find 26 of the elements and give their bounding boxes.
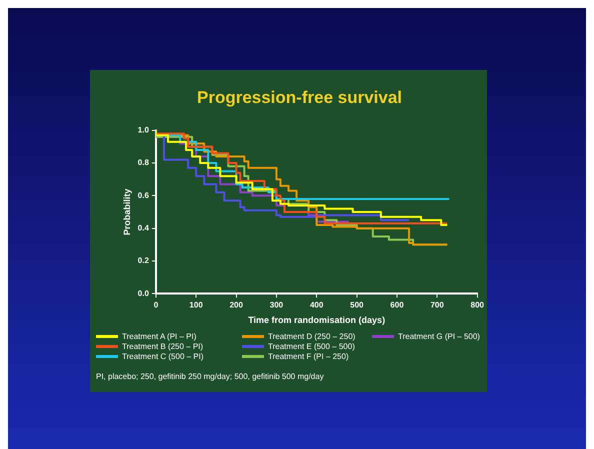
- y-tick-label: 0.2: [138, 256, 150, 266]
- legend-label: Treatment A (PI – PI): [121, 332, 198, 342]
- y-tick-label: 0.4: [138, 224, 150, 233]
- chart-title: Progression-free survival: [196, 88, 402, 107]
- legend-label: Treatment E (500 – 500): [267, 342, 356, 352]
- x-tick-label: 700: [430, 300, 444, 310]
- legend-label: Treatment D (250 – 250): [267, 332, 356, 342]
- legend-label: Treatment F (PI – 250): [267, 352, 350, 362]
- x-axis-title: Time from randomisation (days): [248, 315, 386, 326]
- y-tick-label: 0.6: [138, 190, 150, 200]
- y-tick-label: 0.0: [138, 288, 150, 298]
- legend-label: Treatment C (500 – PI): [121, 352, 205, 362]
- text: PI, placebo; 250, gefitinib 250 mg/day; 500, gefitinib 500 mg/day: [96, 372, 324, 381]
- x-tick-label: 400: [310, 300, 324, 310]
- legend-label: Treatment B (250 – PI): [121, 342, 204, 352]
- y-axis-title: Probability: [122, 188, 132, 236]
- x-tick-label: 300: [270, 300, 284, 310]
- y-tick-label: 0.8: [138, 158, 150, 168]
- y-tick-label: 1.0: [138, 126, 150, 135]
- x-tick-label: 600: [390, 300, 404, 310]
- x-tick-label: 500: [350, 300, 364, 310]
- x-tick-label: 200: [230, 300, 244, 310]
- x-tick-label: 800: [470, 300, 485, 310]
- x-tick-label: 0: [154, 300, 159, 310]
- legend-label: Treatment G (PI – 500): [397, 332, 481, 342]
- x-tick-label: 100: [189, 300, 204, 310]
